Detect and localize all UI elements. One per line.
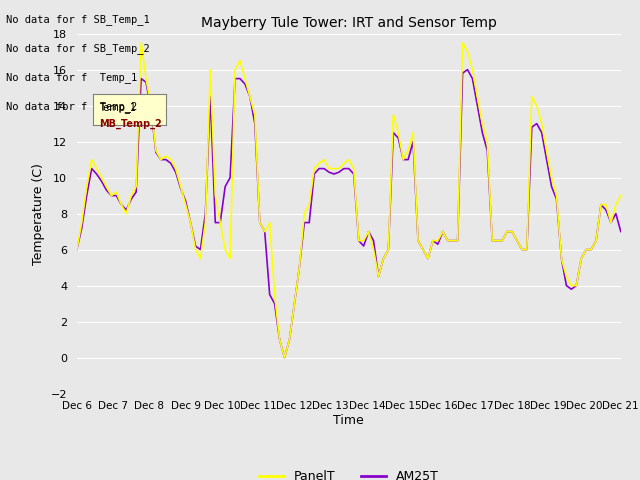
- Text: No data for f SB_Temp_1: No data for f SB_Temp_1: [6, 14, 150, 25]
- Text: No data for f  Temp_1: No data for f Temp_1: [6, 72, 138, 83]
- Text: MB_Temp_2: MB_Temp_2: [99, 119, 161, 130]
- Text: Temp_1: Temp_1: [99, 102, 136, 113]
- Text: No data for f  Temp_2: No data for f Temp_2: [6, 101, 138, 112]
- Text: No data for f SB_Temp_2: No data for f SB_Temp_2: [6, 43, 150, 54]
- Y-axis label: Temperature (C): Temperature (C): [32, 163, 45, 264]
- X-axis label: Time: Time: [333, 414, 364, 427]
- Title: Mayberry Tule Tower: IRT and Sensor Temp: Mayberry Tule Tower: IRT and Sensor Temp: [201, 16, 497, 30]
- Legend: PanelT, AM25T: PanelT, AM25T: [254, 465, 444, 480]
